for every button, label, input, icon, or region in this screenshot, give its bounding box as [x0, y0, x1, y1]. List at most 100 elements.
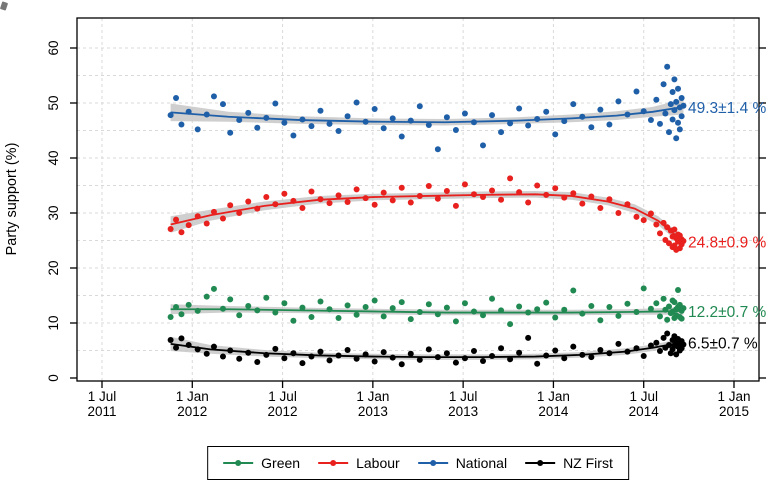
labour-poll-point [570, 190, 577, 197]
labour-poll-point [272, 201, 279, 208]
labour-poll-point [335, 192, 342, 199]
labour-poll-point [552, 185, 559, 192]
green-poll-point [326, 306, 333, 313]
annotation-labour: 24.8±0.9 % [688, 235, 767, 252]
nz-first-poll-point [516, 349, 523, 356]
national-poll-point [299, 116, 306, 123]
labour-poll-point [407, 199, 414, 206]
labour-poll-point [178, 229, 185, 236]
labour-poll-point [299, 205, 306, 212]
green-poll-point [353, 311, 360, 318]
y-tick-label: 40 [46, 150, 61, 165]
nz-first-poll-point [534, 360, 541, 367]
labour-poll-point [525, 199, 532, 206]
gridlines [77, 18, 759, 381]
y-tick-label: 50 [46, 95, 61, 110]
national-poll-point [203, 111, 210, 118]
green-poll-point [675, 287, 682, 293]
national-poll-point [290, 132, 297, 139]
nz-first-poll-point [434, 354, 441, 361]
national-poll-point [647, 117, 654, 124]
nz-first-poll-point [597, 346, 604, 353]
chart-legend: Green Labour National NZ First [207, 446, 629, 480]
nzfirst-series-marker-icon [525, 458, 556, 468]
national-poll-point [665, 129, 672, 136]
national-poll-point [597, 106, 604, 113]
national-poll-point [673, 135, 680, 142]
national-poll-point [185, 108, 192, 115]
green-poll-point [245, 302, 252, 309]
nz-first-poll-point [452, 359, 459, 366]
green-poll-point [498, 307, 505, 314]
green-poll-point [308, 313, 315, 320]
green-poll-point [344, 302, 351, 309]
national-poll-point [362, 118, 369, 125]
nz-first-poll-point [633, 345, 640, 352]
green-poll-point [680, 305, 687, 312]
green-poll-point [606, 304, 613, 311]
national-poll-point [489, 112, 496, 119]
nz-first-poll-point [317, 348, 324, 355]
labour-poll-point [606, 196, 613, 203]
national-poll-point [676, 126, 683, 133]
green-poll-point [434, 311, 441, 318]
green-poll-point [362, 304, 369, 311]
national-poll-point [416, 103, 423, 110]
nz-first-poll-point [579, 351, 586, 358]
national-poll-point [671, 76, 678, 83]
nz-first-poll-point [498, 345, 505, 352]
national-poll-point [443, 114, 450, 121]
national-poll-point [516, 105, 523, 112]
nz-first-poll-point [178, 335, 185, 342]
legend-item-labour: Labour [318, 455, 400, 471]
x-tick-label: 2014 [629, 404, 660, 419]
labour-poll-point [173, 216, 180, 223]
nz-first-poll-point [480, 357, 487, 364]
green-poll-point [272, 309, 279, 316]
x-tick-label: 2011 [87, 404, 116, 419]
national-poll-point [678, 95, 685, 102]
national-poll-point [326, 120, 333, 127]
national-poll-point [173, 95, 180, 102]
nz-first-poll-point [371, 358, 378, 365]
nz-first-poll-point [398, 361, 405, 368]
green-poll-point [178, 311, 185, 318]
national-poll-point [662, 110, 669, 117]
labour-poll-point [665, 240, 672, 247]
legend-item-national: National [417, 455, 507, 471]
nz-first-poll-point [344, 346, 351, 353]
labour-poll-point [489, 187, 496, 194]
labour-poll-point [416, 192, 423, 199]
labour-poll-point [561, 194, 568, 201]
x-tick-label: 1 Jan [176, 389, 209, 404]
green-poll-point [210, 285, 217, 292]
labour-poll-point [219, 215, 226, 222]
nz-first-poll-point [335, 352, 342, 359]
green-poll-point [664, 316, 671, 323]
national-poll-point [308, 123, 315, 130]
y-tick-label: 30 [46, 205, 61, 220]
x-tick-label: 1 Jul [268, 389, 297, 404]
green-poll-point [470, 308, 477, 315]
plot-frame [76, 17, 760, 382]
labour-poll-point [380, 189, 387, 196]
x-tick-label: 1 Jul [88, 389, 117, 404]
green-poll-point [678, 315, 685, 322]
green-poll-point [290, 317, 297, 324]
labour-poll-point [653, 221, 660, 228]
green-poll-point [516, 303, 523, 310]
national-poll-point [660, 81, 667, 88]
green-poll-point [588, 302, 595, 309]
national-poll-point [335, 128, 342, 135]
x-tick-label: 2012 [268, 404, 298, 419]
green-poll-point [281, 300, 288, 307]
nz-first-poll-point [407, 350, 414, 357]
labour-poll-point [534, 182, 541, 189]
national-poll-point [570, 101, 577, 108]
national-poll-point [353, 99, 360, 106]
labour-poll-point [507, 175, 514, 182]
labour-poll-point [236, 210, 243, 216]
